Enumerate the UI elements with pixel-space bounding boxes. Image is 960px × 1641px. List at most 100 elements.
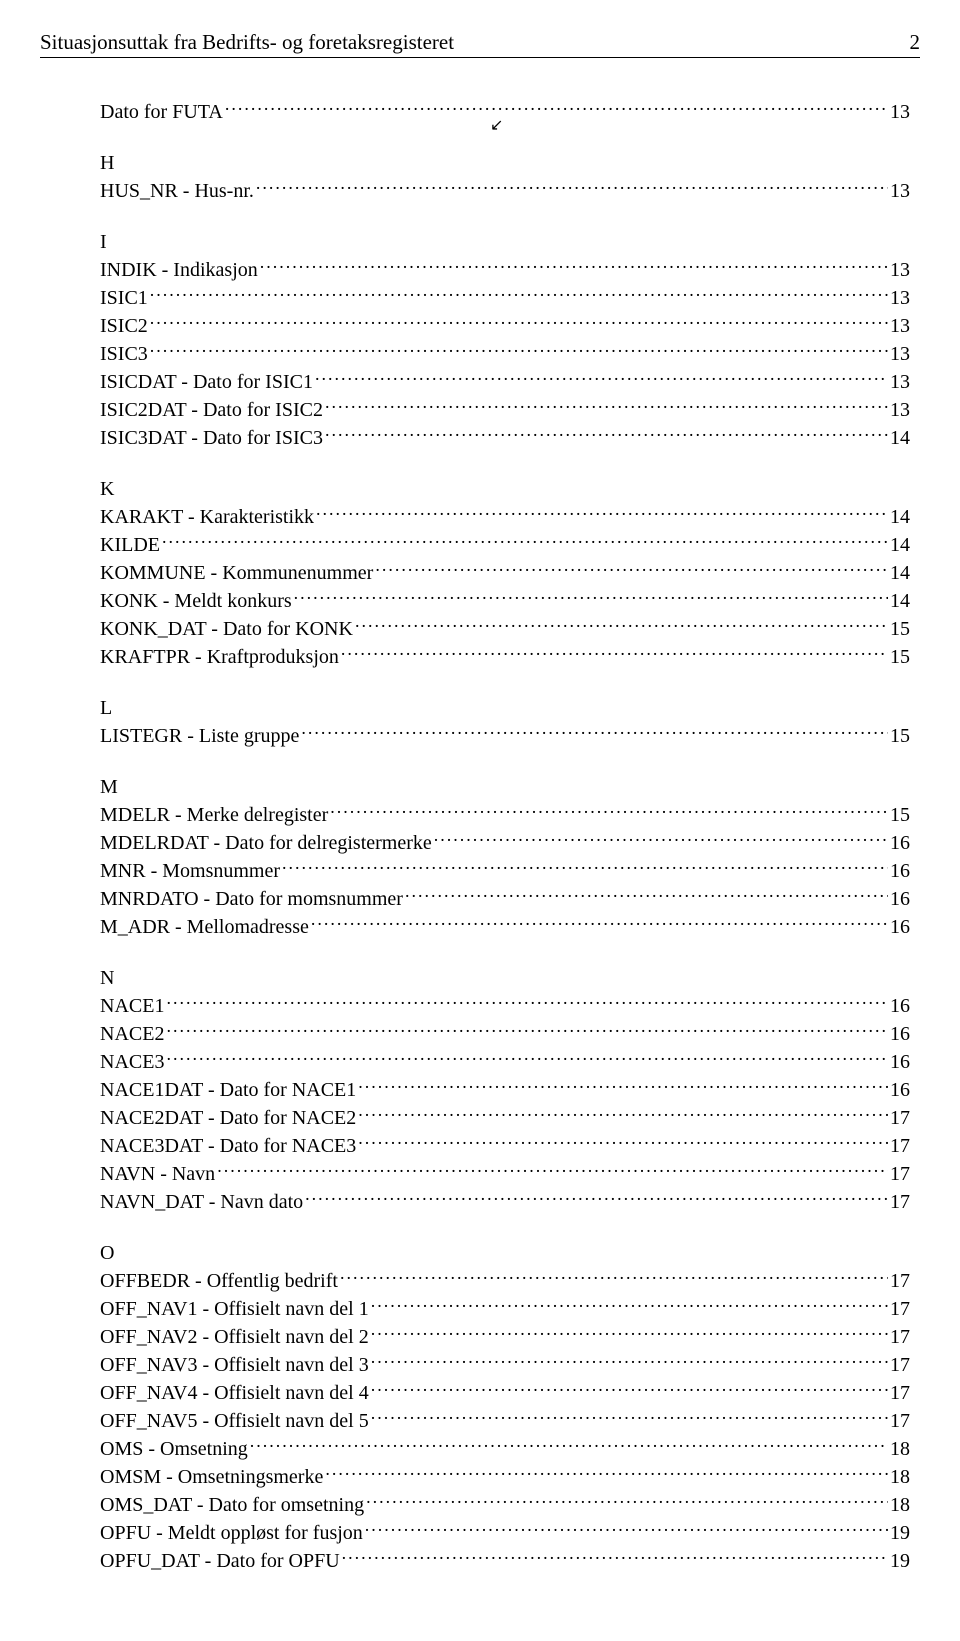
toc-entry: ISIC1 13: [100, 284, 910, 312]
toc-leader-dots: [256, 177, 888, 197]
toc-page-ref: 14: [890, 560, 910, 587]
toc-label: KRAFTPR - Kraftproduksjon: [100, 644, 339, 671]
header-page-number: 2: [910, 30, 921, 55]
toc-leader-dots: [358, 1104, 888, 1124]
toc-label: Dato for FUTA: [100, 99, 223, 126]
toc-page-ref: 16: [890, 886, 910, 913]
stray-mark-icon: ↙: [490, 115, 503, 135]
toc-entry: HUS_NR - Hus-nr.13: [100, 177, 910, 205]
toc-page-ref: 13: [890, 397, 910, 424]
toc-page-ref: 17: [890, 1161, 910, 1188]
toc-leader-dots: [316, 503, 888, 523]
toc-entry: NAVN - Navn17: [100, 1160, 910, 1188]
toc-leader-dots: [340, 1267, 888, 1287]
toc-entry: NAVN_DAT - Navn dato17: [100, 1188, 910, 1216]
toc-label: NACE2DAT - Dato for NACE2: [100, 1105, 356, 1132]
toc-entry: OPFU_DAT - Dato for OPFU19: [100, 1547, 910, 1575]
toc-label: MDELRDAT - Dato for delregistermerke: [100, 830, 432, 857]
toc-page-ref: 13: [890, 285, 910, 312]
toc-leader-dots: [325, 1463, 888, 1483]
toc-section-letter: M: [100, 776, 910, 799]
toc-page-ref: 13: [890, 313, 910, 340]
toc-page-ref: 17: [890, 1408, 910, 1435]
toc-page-ref: 17: [890, 1380, 910, 1407]
toc-entry: INDIK - Indikasjon13: [100, 256, 910, 284]
toc-section: NNACE116NACE216NACE316NACE1DAT - Dato fo…: [100, 967, 910, 1216]
toc-entry: KRAFTPR - Kraftproduksjon 15: [100, 643, 910, 671]
toc-entry: MNR - Momsnummer16: [100, 857, 910, 885]
toc-label: ISIC1: [100, 285, 148, 312]
toc-section: HHUS_NR - Hus-nr.13: [100, 152, 910, 205]
toc-entry: OFF_NAV4 - Offisielt navn del 4 17: [100, 1379, 910, 1407]
toc-label: NACE1DAT - Dato for NACE1: [100, 1077, 356, 1104]
toc-leader-dots: [325, 396, 888, 416]
toc-label: OFF_NAV1 - Offisielt navn del 1: [100, 1296, 369, 1323]
toc-label: OMS_DAT - Dato for omsetning: [100, 1492, 364, 1519]
toc-section: OOFFBEDR - Offentlig bedrift17OFF_NAV1 -…: [100, 1242, 910, 1575]
toc-label: OFF_NAV4 - Offisielt navn del 4: [100, 1380, 369, 1407]
toc-section-letter: N: [100, 967, 910, 990]
toc-leader-dots: [217, 1160, 888, 1180]
toc-entry: ISICDAT - Dato for ISIC113: [100, 368, 910, 396]
toc-section-letter: K: [100, 478, 910, 501]
toc-entry: NACE3DAT - Dato for NACE317: [100, 1132, 910, 1160]
toc-page-ref: 18: [890, 1492, 910, 1519]
toc-entry: LISTEGR - Liste gruppe15: [100, 722, 910, 750]
toc-entry: OFFBEDR - Offentlig bedrift17: [100, 1267, 910, 1295]
toc-entry: OPFU - Meldt oppløst for fusjon19: [100, 1519, 910, 1547]
toc-page-ref: 17: [890, 1268, 910, 1295]
toc-page-ref: 14: [890, 504, 910, 531]
toc-leader-dots: [225, 98, 888, 118]
toc-label: KONK - Meldt konkurs: [100, 588, 292, 615]
toc-page-ref: 14: [890, 532, 910, 559]
toc-leader-dots: [150, 312, 888, 332]
toc-label: ISIC3DAT - Dato for ISIC3: [100, 425, 323, 452]
toc-section: MMDELR - Merke delregister15MDELRDAT - D…: [100, 776, 910, 941]
toc-leader-dots: [282, 857, 888, 877]
toc-page-ref: 16: [890, 914, 910, 941]
toc-content: Dato for FUTA 13 HHUS_NR - Hus-nr.13 IIND…: [40, 98, 920, 1575]
toc-entry: NACE216: [100, 1020, 910, 1048]
toc-page-ref: 13: [890, 341, 910, 368]
toc-page-ref: 17: [890, 1189, 910, 1216]
toc-page-ref: 14: [890, 588, 910, 615]
toc-leader-dots: [365, 1519, 888, 1539]
toc-page-ref: 13: [890, 99, 910, 126]
toc-leader-dots: [358, 1132, 888, 1152]
toc-leader-dots: [166, 1020, 888, 1040]
toc-entry: OMS_DAT - Dato for omsetning 18: [100, 1491, 910, 1519]
toc-leader-dots: [166, 992, 888, 1012]
toc-label: OFF_NAV5 - Offisielt navn del 5: [100, 1408, 369, 1435]
toc-label: KOMMUNE - Kommunenummer: [100, 560, 373, 587]
toc-label: OPFU_DAT - Dato for OPFU: [100, 1548, 340, 1575]
toc-entry: NACE116: [100, 992, 910, 1020]
toc-page-ref: 16: [890, 830, 910, 857]
toc-section-letter: I: [100, 231, 910, 254]
toc-entry: OFF_NAV3 - Offisielt navn del 3 17: [100, 1351, 910, 1379]
toc-page-ref: 17: [890, 1352, 910, 1379]
toc-page-ref: 13: [890, 369, 910, 396]
toc-section: KKARAKT - Karakteristikk14KILDE14KOMMUNE…: [100, 478, 910, 671]
toc-leader-dots: [166, 1048, 888, 1068]
toc-entry: OMS - Omsetning18: [100, 1435, 910, 1463]
toc-page-ref: 17: [890, 1324, 910, 1351]
toc-entry: M_ADR - Mellomadresse16: [100, 913, 910, 941]
toc-label: ISIC2DAT - Dato for ISIC2: [100, 397, 323, 424]
toc-page-ref: 15: [890, 644, 910, 671]
toc-page-ref: 19: [890, 1520, 910, 1547]
toc-entry: OFF_NAV5 - Offisielt navn del 5 17: [100, 1407, 910, 1435]
toc-entry: OFF_NAV1 - Offisielt navn del 117: [100, 1295, 910, 1323]
toc-label: ISIC3: [100, 341, 148, 368]
toc-label: NACE3DAT - Dato for NACE3: [100, 1133, 356, 1160]
toc-label: OFF_NAV3 - Offisielt navn del 3: [100, 1352, 369, 1379]
toc-page-ref: 13: [890, 257, 910, 284]
toc-leader-dots: [341, 643, 888, 663]
toc-leader-dots: [371, 1295, 888, 1315]
toc-leader-dots: [355, 615, 888, 635]
toc-label: NACE3: [100, 1049, 164, 1076]
toc-page-ref: 14: [890, 425, 910, 452]
toc-page-ref: 15: [890, 616, 910, 643]
toc-label: ISIC2: [100, 313, 148, 340]
toc-entry: KILDE14: [100, 531, 910, 559]
toc-label: OFF_NAV2 - Offisielt navn del 2: [100, 1324, 369, 1351]
